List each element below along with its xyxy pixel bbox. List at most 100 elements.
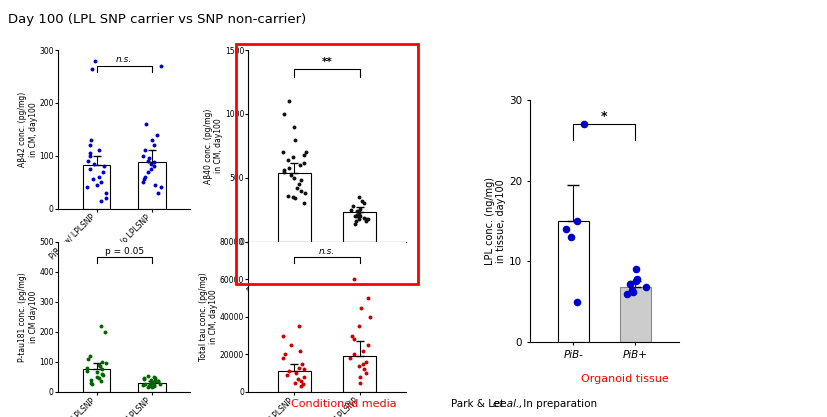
Point (289, 136, 302, 143)
Text: Organoid tissue: Organoid tissue (581, 374, 668, 384)
Point (570, 298, 583, 305)
Point (361, 295, 375, 301)
Point (345, 332, 358, 339)
Point (95, 359, 108, 365)
Point (147, 382, 160, 389)
Point (289, 195, 302, 202)
Point (144, 380, 157, 387)
Point (80, 184, 93, 191)
Point (99, 189, 112, 196)
Point (92, 375, 105, 382)
Point (149, 378, 162, 385)
Point (277, 111, 290, 117)
Point (96, 372, 109, 379)
Point (137, 374, 151, 381)
Point (352, 362, 366, 369)
Point (294, 377, 307, 384)
Point (93, 363, 107, 370)
Point (299, 149, 312, 156)
Bar (619, 287, 650, 342)
Point (80, 368, 93, 374)
Text: *: * (600, 110, 607, 123)
Bar (278, 173, 310, 242)
Point (138, 173, 151, 180)
Bar (138, 383, 165, 392)
Point (624, 286, 638, 293)
Point (86, 65, 99, 72)
Point (294, 177, 308, 184)
Point (344, 206, 357, 213)
Point (342, 355, 356, 362)
Point (98, 195, 112, 201)
Point (88, 160, 101, 167)
Point (352, 379, 366, 386)
Point (292, 181, 305, 188)
Bar (343, 356, 375, 392)
Point (151, 377, 165, 384)
Point (98, 329, 112, 335)
Point (154, 184, 167, 191)
Point (137, 376, 151, 383)
Point (630, 276, 643, 282)
Point (289, 185, 303, 191)
Point (293, 364, 306, 371)
Point (359, 216, 372, 222)
Text: Park & Lee: Park & Lee (451, 399, 509, 409)
Point (297, 374, 310, 380)
Point (361, 216, 374, 222)
Bar (83, 165, 110, 208)
Point (90, 369, 103, 376)
Point (276, 355, 289, 362)
Point (147, 163, 160, 170)
Bar (343, 212, 375, 242)
Point (97, 163, 110, 170)
Point (277, 167, 290, 173)
Point (136, 382, 149, 388)
Point (94, 197, 108, 204)
Bar (278, 372, 310, 392)
Point (359, 218, 372, 225)
Point (281, 193, 294, 199)
Point (144, 160, 157, 167)
Point (144, 377, 157, 383)
Point (93, 362, 106, 368)
Point (352, 211, 366, 217)
Point (639, 284, 653, 291)
Text: In preparation: In preparation (519, 399, 596, 409)
Point (361, 342, 374, 349)
Point (137, 176, 151, 183)
Point (147, 374, 160, 380)
Point (629, 266, 642, 273)
Point (355, 198, 368, 204)
Point (278, 351, 291, 358)
Point (620, 290, 633, 297)
Point (94, 378, 108, 385)
Point (149, 181, 162, 188)
Point (286, 194, 299, 201)
Point (350, 208, 363, 214)
Point (356, 214, 370, 221)
Point (363, 314, 376, 320)
Point (144, 166, 157, 172)
Point (576, 121, 590, 128)
Point (626, 289, 639, 295)
Point (146, 379, 159, 386)
Point (356, 200, 370, 207)
Point (280, 372, 294, 379)
Point (151, 378, 165, 384)
Point (298, 151, 311, 158)
Point (563, 234, 576, 241)
Point (348, 221, 361, 227)
Point (353, 213, 366, 220)
Point (287, 175, 300, 181)
Point (347, 336, 361, 343)
Point (347, 276, 361, 283)
Point (95, 366, 108, 373)
Point (141, 384, 155, 391)
Point (83, 150, 96, 156)
Point (282, 368, 295, 375)
Point (351, 216, 365, 222)
Point (284, 172, 298, 179)
Point (82, 356, 95, 362)
Point (155, 63, 168, 69)
